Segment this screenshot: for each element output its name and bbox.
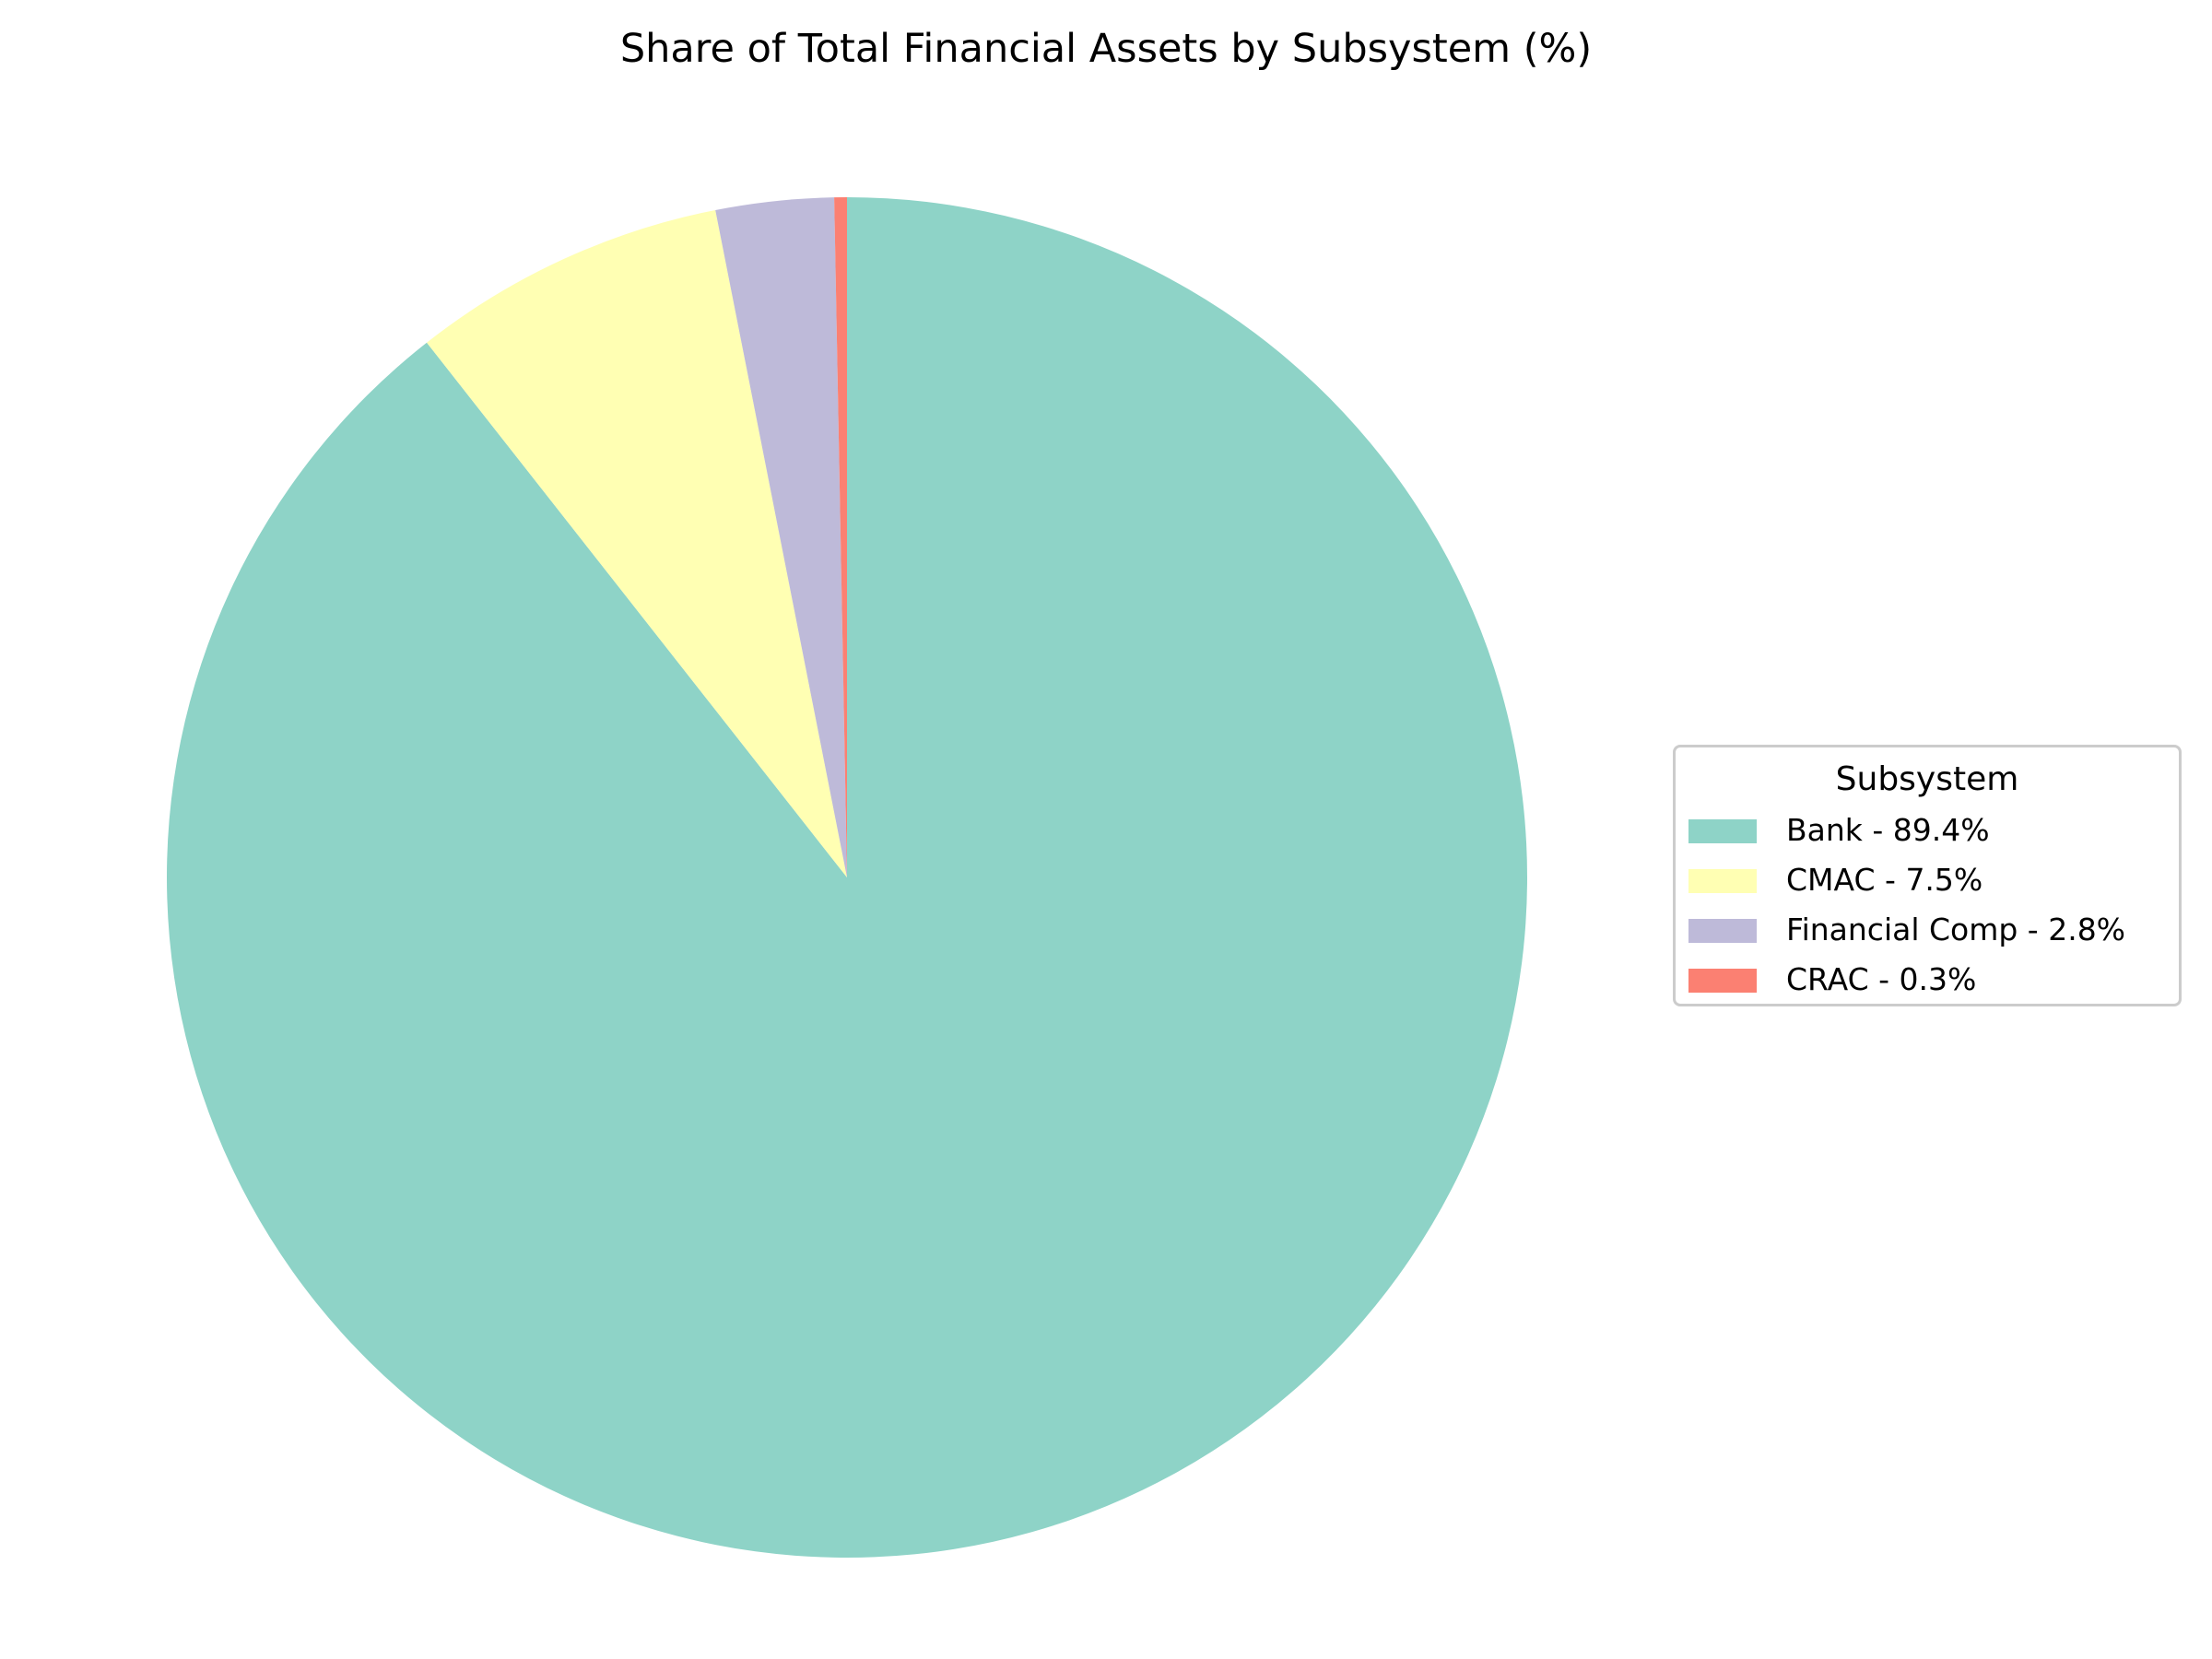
legend-label-crac: CRAC - 0.3%	[1786, 961, 1977, 997]
legend-item-bank: Bank - 89.4%	[1688, 806, 2177, 848]
legend-label-financial-comp: Financial Comp - 2.8%	[1786, 912, 2126, 947]
legend-label-cmac: CMAC - 7.5%	[1786, 862, 1983, 898]
legend-label-bank: Bank - 89.4%	[1786, 812, 1990, 848]
legend: Subsystem Bank - 89.4% CMAC - 7.5% Finan…	[1673, 745, 2182, 1006]
legend-item-crac: CRAC - 0.3%	[1688, 956, 2177, 997]
legend-item-cmac: CMAC - 7.5%	[1688, 856, 2177, 898]
pie-slice-cmac	[427, 209, 847, 877]
legend-item-financial-comp: Financial Comp - 2.8%	[1688, 906, 2177, 947]
legend-swatch-cmac	[1688, 869, 1757, 893]
pie-slice-crac	[834, 197, 847, 877]
pie-slice-bank	[167, 197, 1528, 1559]
legend-swatch-crac	[1688, 969, 1757, 993]
legend-swatch-bank	[1688, 819, 1757, 843]
legend-title: Subsystem	[1835, 760, 2019, 798]
chart-title: Share of Total Financial Assets by Subsy…	[619, 26, 1593, 72]
pie-slices	[167, 197, 1528, 1559]
legend-swatch-financial-comp	[1688, 919, 1757, 943]
pie-slice-financial-comp	[715, 197, 847, 877]
